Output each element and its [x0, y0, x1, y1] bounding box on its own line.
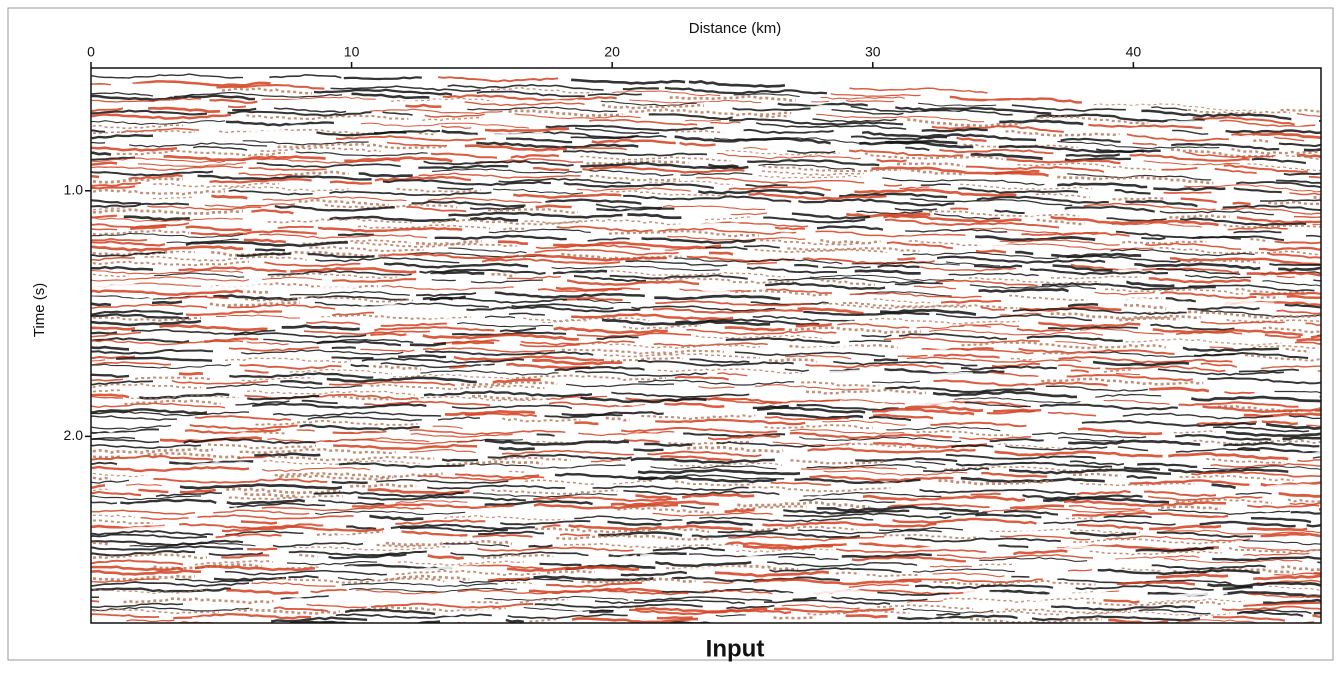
reflector: [179, 373, 203, 374]
reflector: [255, 250, 285, 251]
reflector: [242, 665, 302, 668]
reflector: [884, 185, 902, 186]
reflector: [1008, 142, 1038, 144]
reflector: [1066, 155, 1120, 157]
reflector: [423, 298, 453, 299]
reflector: [623, 88, 659, 89]
reflector: [897, 259, 915, 260]
reflector: [811, 101, 829, 102]
reflector: [442, 460, 478, 461]
reflector: [589, 611, 613, 612]
reflector: [363, 661, 477, 665]
reflector: [297, 430, 315, 431]
reflector: [332, 347, 356, 348]
reflector: [1164, 192, 1212, 193]
reflector: [211, 196, 247, 198]
reflector: [254, 454, 320, 456]
reflector: [1022, 217, 1046, 219]
reflector: [1066, 665, 1138, 668]
reflector: [472, 665, 526, 669]
reflector: [657, 617, 693, 618]
reflector: [537, 664, 573, 666]
reflector: [1151, 665, 1289, 669]
reflector: [387, 665, 471, 668]
reflector: [81, 662, 177, 665]
reflector: [192, 661, 300, 665]
reflector: [912, 665, 1050, 669]
reflector: [976, 251, 1006, 253]
reflector: [1144, 662, 1312, 666]
reflector: [332, 482, 368, 483]
reflector: [1141, 238, 1165, 239]
reflector: [687, 665, 789, 669]
reflector: [905, 403, 953, 405]
reflector: [1027, 572, 1057, 573]
reflector: [332, 358, 374, 359]
reflector: [1297, 339, 1321, 340]
reflector: [355, 187, 379, 189]
x-tick-label: 30: [865, 44, 881, 60]
reflector: [278, 227, 314, 228]
reflector: [588, 662, 654, 664]
reflector: [923, 661, 1007, 665]
reflector: [1034, 662, 1124, 666]
reflector: [1233, 203, 1251, 204]
reflector: [302, 314, 320, 315]
reflector: [846, 616, 888, 618]
chart-title: Input: [706, 635, 765, 662]
reflector: [1118, 269, 1142, 271]
reflector: [1247, 529, 1307, 531]
reflector: [574, 423, 598, 424]
reflector: [1330, 662, 1341, 665]
x-tick-label: 20: [604, 44, 620, 60]
reflector: [784, 661, 916, 665]
reflector: [228, 106, 246, 107]
reflector: [634, 450, 664, 451]
reflector: [152, 302, 182, 303]
reflector: [327, 665, 381, 668]
reflector: [534, 665, 672, 669]
x-tick-label: 10: [344, 44, 360, 60]
reflector: [540, 564, 582, 565]
reflector: [1089, 107, 1131, 108]
x-tick-label: 40: [1126, 44, 1142, 60]
reflector: [950, 209, 968, 210]
y-tick-label: 2.0: [64, 427, 84, 443]
y-axis-label: Time (s): [31, 283, 48, 337]
reflector: [289, 576, 319, 578]
reflector: [452, 342, 494, 343]
reflector: [971, 494, 1001, 495]
reflector: [801, 665, 861, 668]
reflector: [775, 228, 805, 230]
reflector: [874, 359, 898, 360]
x-axis-label: Distance (km): [689, 20, 782, 37]
reflector: [536, 206, 572, 207]
reflector: [1315, 665, 1341, 668]
reflector: [247, 549, 277, 550]
reflector: [506, 620, 524, 622]
reflector: [1225, 392, 1255, 393]
reflector: [232, 109, 256, 110]
reflector: [709, 253, 733, 254]
reflector: [490, 186, 550, 188]
reflector: [880, 667, 904, 668]
y-tick-label: 1.0: [64, 181, 84, 197]
reflector: [192, 666, 216, 667]
reflector: [338, 234, 374, 235]
reflector: [489, 661, 525, 663]
x-tick-label: 0: [87, 44, 95, 60]
reflector: [81, 665, 177, 669]
reflector: [306, 662, 348, 665]
reflector: [1234, 231, 1282, 232]
